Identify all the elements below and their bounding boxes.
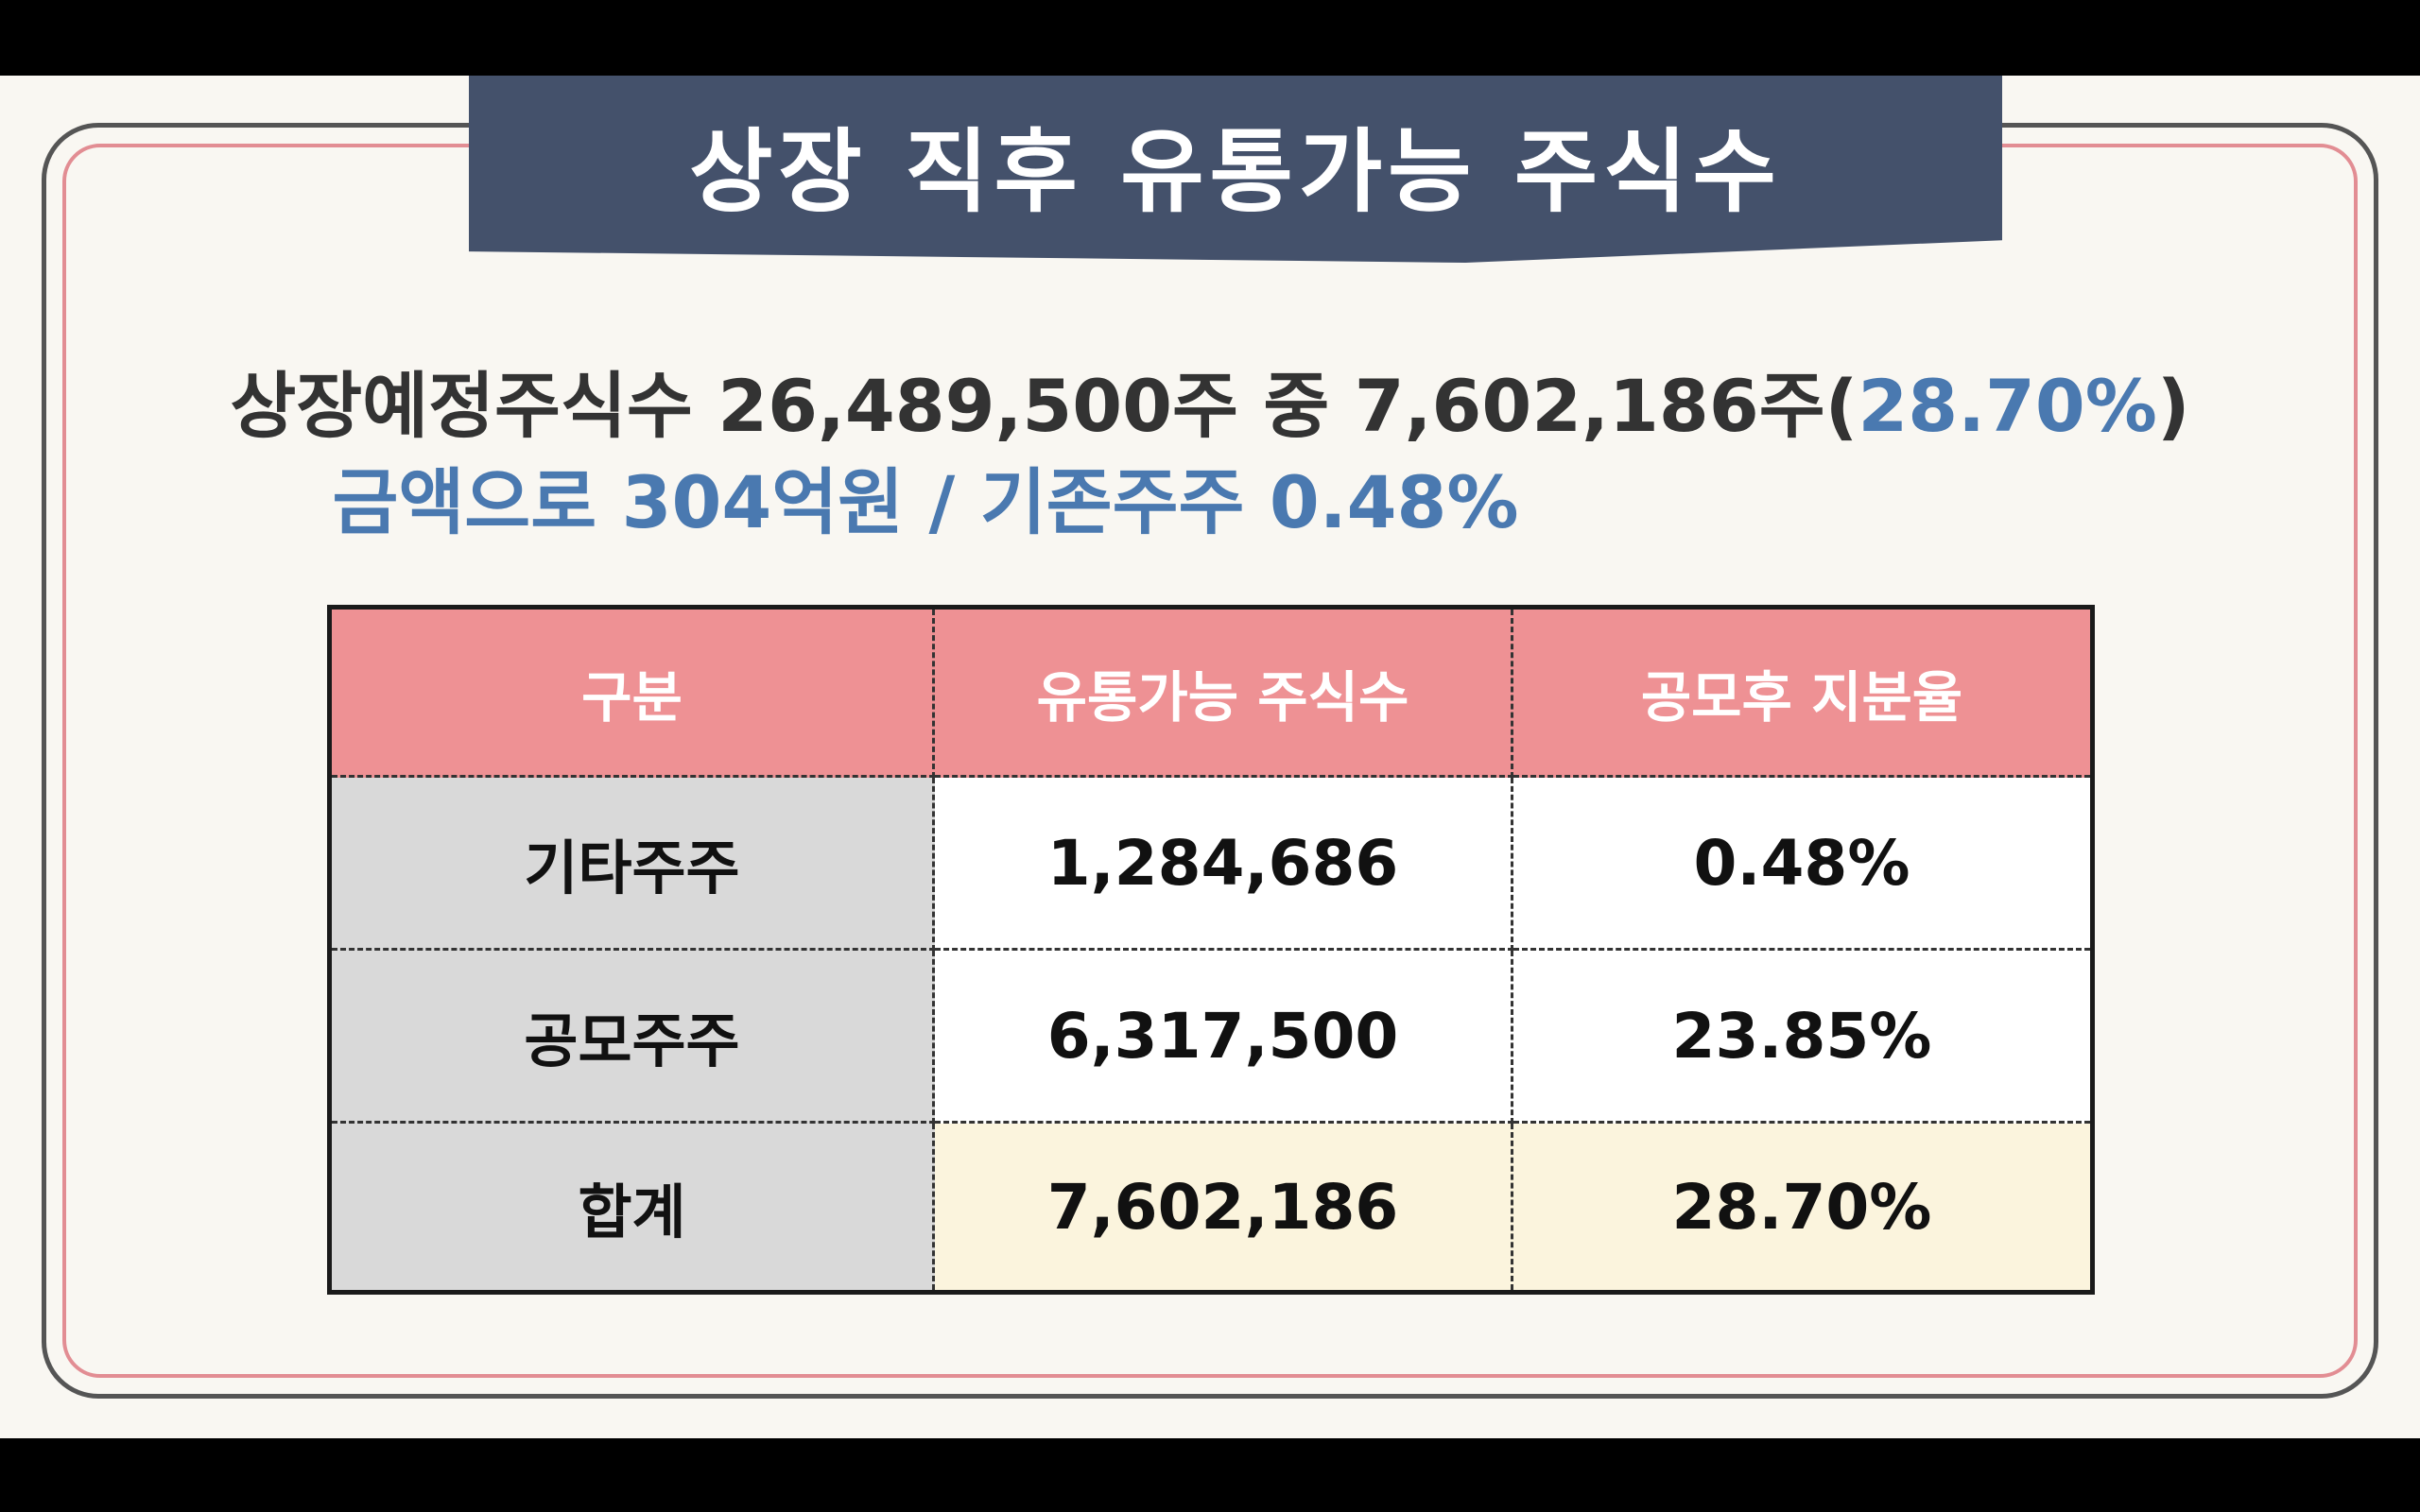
row-shares-ipo-shareholders: 6,317,500	[935, 951, 1513, 1124]
row-ratio-total: 28.70%	[1513, 1124, 2090, 1290]
row-label-ipo-shareholders: 공모주주	[332, 951, 935, 1124]
row-label-other-shareholders: 기타주주	[332, 778, 935, 951]
header-category: 구분	[332, 610, 935, 778]
summary-line-1-suffix: )	[2156, 364, 2190, 448]
summary-line-1: 상장예정주식수 26,489,500주 중 7,602,186주(28.70%)	[0, 348, 2420, 452]
letterbox-bottom	[0, 1438, 2420, 1512]
row-ratio-ipo-shareholders: 23.85%	[1513, 951, 2090, 1124]
page-title: 상장 직후 유통가능 주식수	[689, 118, 1782, 225]
title-banner: 상장 직후 유통가능 주식수	[469, 76, 2002, 263]
row-shares-other-shareholders: 1,284,686	[935, 778, 1513, 951]
summary-line-1-highlight: 28.70%	[1858, 364, 2157, 448]
summary-line-2: 금액으로 304억원 / 기존주주 0.48%	[332, 460, 1519, 544]
row-ratio-other-shareholders: 0.48%	[1513, 778, 2090, 951]
float-shares-table: 구분 유통가능 주식수 공모후 지분율 기타주주 1,284,686 0.48%…	[327, 605, 2095, 1295]
header-post-ipo-ratio: 공모후 지분율	[1513, 610, 2090, 778]
summary-line-1-text: 상장예정주식수 26,489,500주 중 7,602,186주(	[230, 364, 1858, 448]
letterbox-top	[0, 0, 2420, 76]
row-shares-total: 7,602,186	[935, 1124, 1513, 1290]
header-float-shares: 유통가능 주식수	[935, 610, 1513, 778]
row-label-total: 합계	[332, 1124, 935, 1290]
